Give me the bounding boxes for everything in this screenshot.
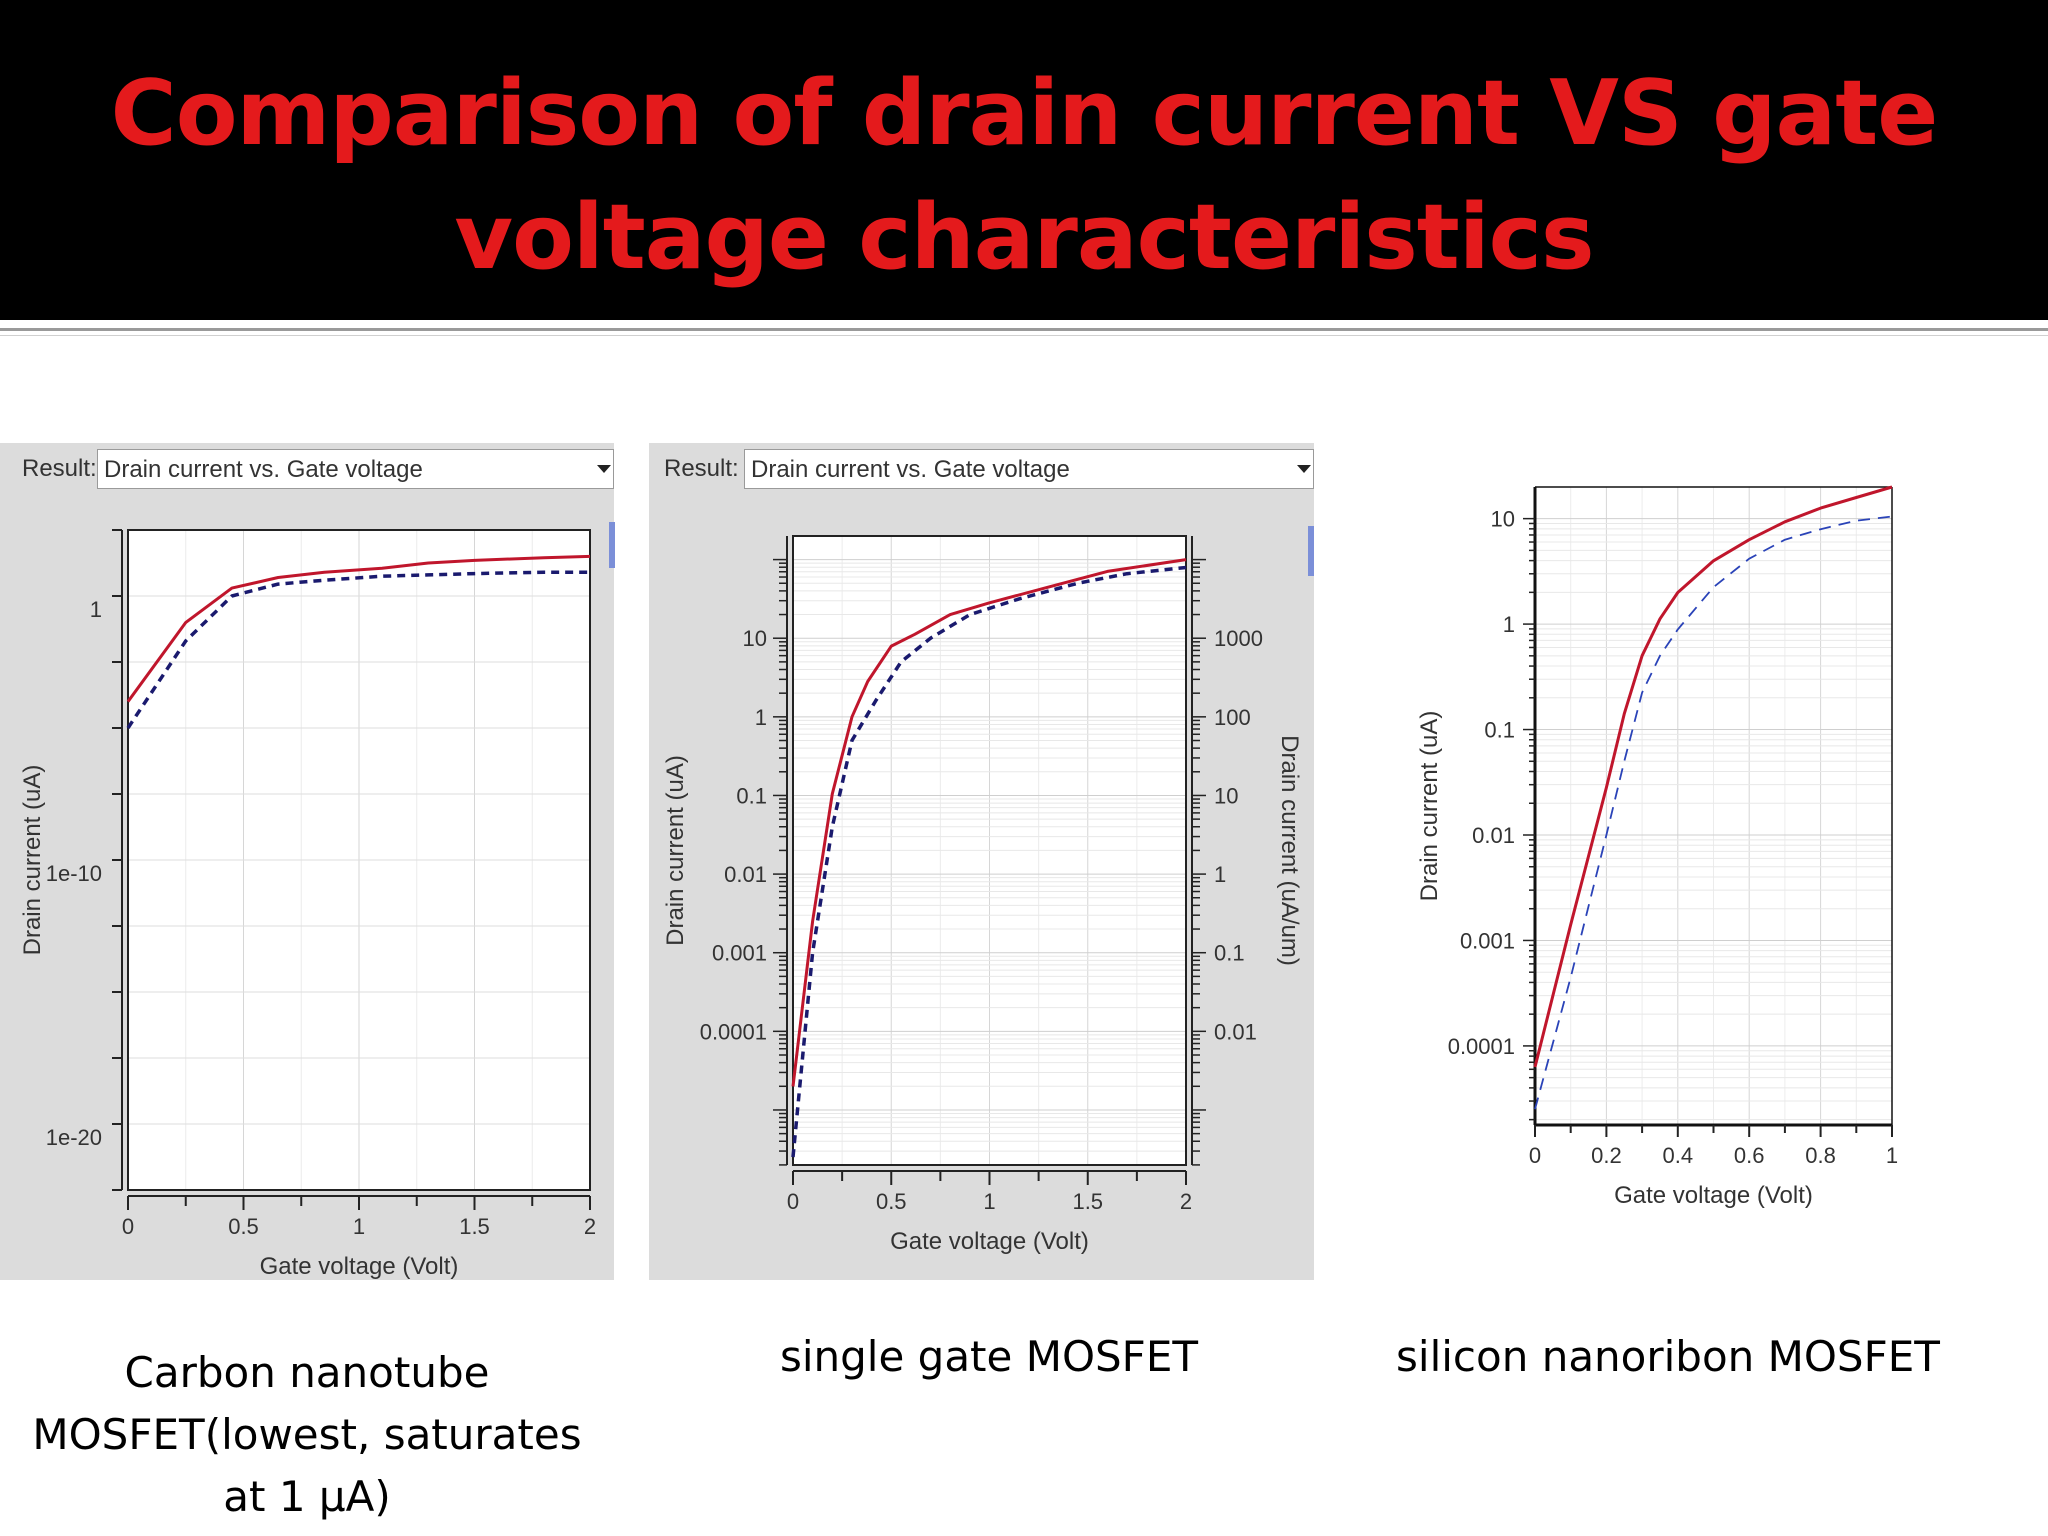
y2-tick-label: 1000 — [1214, 626, 1263, 651]
y-axis-title: Drain current (uA) — [19, 765, 46, 956]
x-tick-label: 1 — [983, 1189, 995, 1214]
series-line-solid-red — [1533, 485, 1893, 1068]
y-tick-label: 0.001 — [712, 941, 767, 966]
x-tick-label: 0.5 — [876, 1189, 907, 1214]
caption-nanoribbon: silicon nanoribon MOSFET — [1396, 1332, 1940, 1381]
x-tick-label: 0.4 — [1663, 1143, 1694, 1168]
y-tick-label: 10 — [743, 626, 767, 651]
x-tick-label: 0 — [1529, 1143, 1541, 1168]
x-tick-label: 0.2 — [1591, 1143, 1622, 1168]
y2-tick-label: 0.01 — [1214, 1019, 1257, 1044]
slide-title: Comparison of drain current VS gate volt… — [110, 61, 1939, 290]
scroll-indicator[interactable] — [609, 522, 615, 568]
series-line-dashed-navy — [791, 565, 1187, 1158]
x-axis-title: Gate voltage (Volt) — [260, 1253, 459, 1280]
x-tick-label: 1.5 — [459, 1214, 490, 1239]
y-tick-label: 1 — [755, 705, 767, 730]
result-label: Result: — [664, 455, 739, 482]
y-tick-label: 1 — [1503, 612, 1515, 637]
x-tick-label: 0.8 — [1805, 1143, 1836, 1168]
x-tick-label: 1 — [1886, 1143, 1898, 1168]
x-tick-label: 2 — [584, 1214, 596, 1239]
y-tick-label: 1 — [90, 597, 102, 622]
y-tick-label: 0.001 — [1460, 928, 1515, 953]
title-bar: Comparison of drain current VS gate volt… — [0, 0, 2048, 320]
y2-axis-title: Drain current (uA/um) — [1276, 735, 1303, 966]
y-tick-label: 0.01 — [1472, 823, 1515, 848]
divider-line — [0, 328, 2048, 331]
result-dropdown[interactable]: Drain current vs. Gate voltage — [97, 449, 614, 489]
x-tick-label: 1 — [353, 1214, 365, 1239]
series-line-solid-red — [791, 558, 1187, 1087]
x-tick-label: 0.6 — [1734, 1143, 1765, 1168]
result-label: Result: — [22, 455, 97, 482]
result-dropdown[interactable]: Drain current vs. Gate voltage — [744, 449, 1314, 489]
y2-tick-label: 100 — [1214, 705, 1251, 730]
x-tick-label: 1.5 — [1072, 1189, 1103, 1214]
plot-frame — [792, 535, 1187, 1166]
series-line-dashed-blue — [1534, 515, 1893, 1110]
y2-tick-label: 0.1 — [1214, 941, 1245, 966]
y-tick-label: 10 — [1491, 507, 1515, 532]
plot-frame — [127, 529, 591, 1191]
y2-tick-label: 1 — [1214, 862, 1226, 887]
x-axis-title: Gate voltage (Volt) — [1614, 1182, 1813, 1209]
x-axis-title: Gate voltage (Volt) — [890, 1228, 1089, 1255]
y-axis-title: Drain current (uA) — [662, 755, 689, 946]
scroll-indicator[interactable] — [1308, 526, 1314, 576]
x-tick-label: 0 — [122, 1214, 134, 1239]
chevron-down-icon[interactable] — [1297, 465, 1311, 473]
x-tick-label: 2 — [1180, 1189, 1192, 1214]
y-tick-label: 0.1 — [1484, 718, 1515, 743]
y-tick-label: 1e-10 — [46, 861, 102, 886]
y-tick-label: 0.0001 — [1448, 1034, 1515, 1059]
y-axis-title: Drain current (uA) — [1416, 711, 1443, 902]
y-tick-label: 0.0001 — [700, 1019, 767, 1044]
caption-single-gate: single gate MOSFET — [779, 1332, 1199, 1381]
caption-cnt: Carbon nanotube MOSFET(lowest, saturates… — [32, 1348, 582, 1521]
y-tick-label: 0.01 — [724, 862, 767, 887]
series-line-solid-red — [126, 554, 591, 703]
chevron-down-icon[interactable] — [597, 465, 611, 473]
x-tick-label: 0.5 — [228, 1214, 259, 1239]
y2-tick-label: 10 — [1214, 783, 1238, 808]
divider-line-secondary — [0, 335, 2048, 336]
y-tick-label: 0.1 — [736, 783, 767, 808]
y-tick-label: 1e-20 — [46, 1125, 102, 1150]
x-tick-label: 0 — [787, 1189, 799, 1214]
